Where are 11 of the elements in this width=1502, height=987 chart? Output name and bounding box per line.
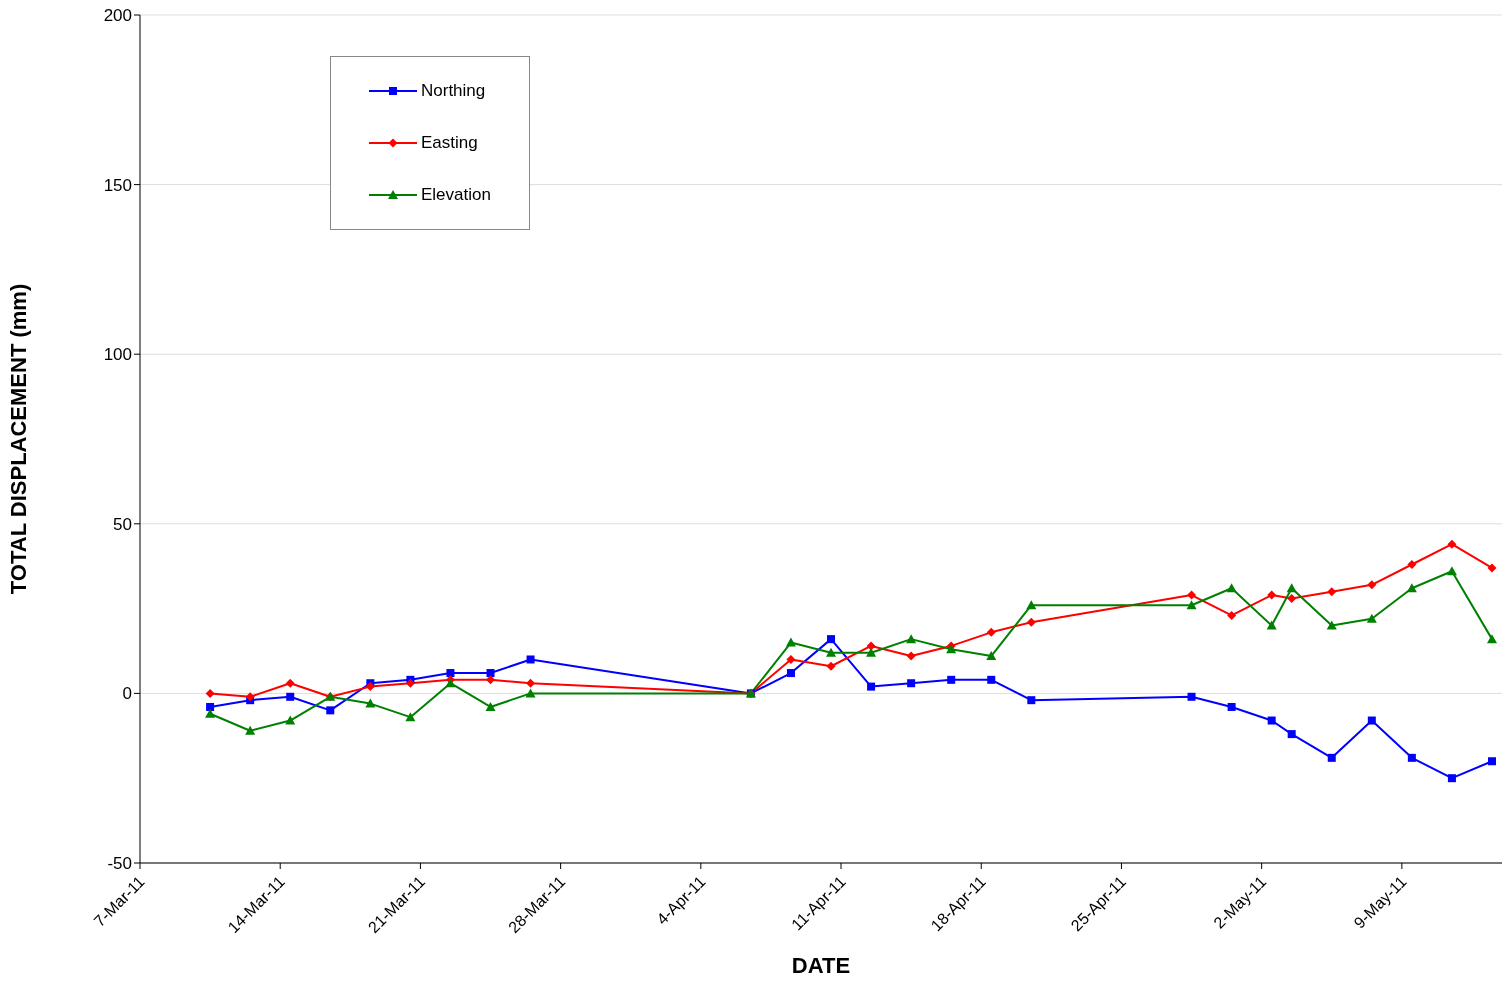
y-tick-label: -50: [107, 854, 132, 874]
legend-label: Elevation: [421, 185, 491, 205]
y-tick-label: 150: [103, 175, 132, 195]
x-axis-title: DATE: [791, 953, 851, 978]
y-tick-label: 0: [122, 684, 132, 704]
y-tick-label: 100: [103, 345, 132, 365]
y-tick-label: 50: [113, 514, 132, 534]
legend-label: Easting: [421, 133, 478, 153]
legend-label: Northing: [421, 81, 486, 101]
y-axis-title: TOTAL DISPLACEMENT (mm): [5, 283, 31, 595]
y-tick-label: 200: [103, 6, 132, 26]
